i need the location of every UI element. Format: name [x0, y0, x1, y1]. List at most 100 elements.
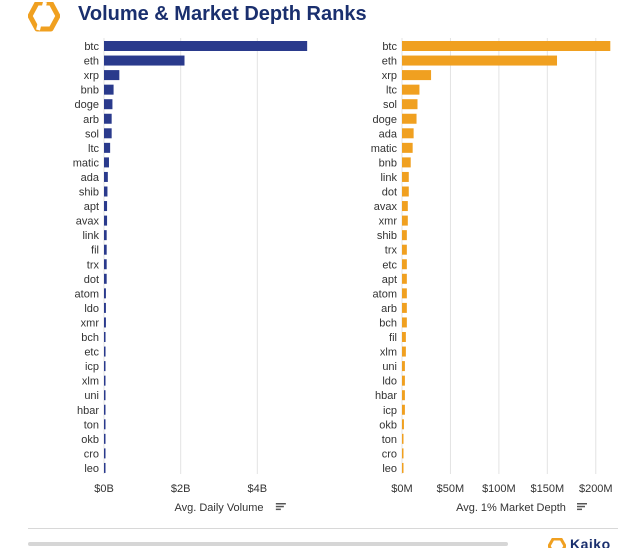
- depth-bar-bch: [402, 317, 407, 328]
- volume-category-label: uni: [84, 390, 99, 402]
- volume-category-label: avax: [76, 216, 100, 228]
- depth-category-label: icp: [383, 405, 397, 417]
- depth-category-label: sol: [383, 99, 397, 111]
- depth-bar-ton: [402, 433, 404, 444]
- volume-category-label: ltc: [88, 143, 100, 155]
- volume-category-label: fil: [91, 245, 99, 257]
- volume-category-label: cro: [84, 448, 99, 460]
- depth-bar-atom: [402, 288, 407, 299]
- volume-category-label: icp: [85, 361, 99, 373]
- depth-category-label: link: [380, 172, 397, 184]
- depth-bar-bnb: [402, 157, 411, 168]
- depth-bar-doge: [402, 113, 417, 124]
- depth-category-label: ton: [382, 434, 397, 446]
- depth-bar-okb: [402, 419, 404, 430]
- depth-category-label: btc: [382, 41, 397, 53]
- volume-bar-okb: [104, 433, 106, 444]
- depth-category-label: eth: [382, 56, 397, 68]
- volume-bar-bnb: [104, 84, 114, 95]
- volume-bar-avax: [104, 215, 108, 226]
- depth-category-label: ldo: [382, 376, 397, 388]
- depth-tick-label: $50M: [437, 483, 465, 495]
- volume-category-label: okb: [81, 434, 99, 446]
- depth-tick-label: $0M: [391, 483, 412, 495]
- sort-icon[interactable]: [577, 503, 587, 511]
- volume-category-label: xmr: [81, 317, 100, 329]
- volume-category-label: dot: [84, 274, 99, 286]
- volume-bar-xrp: [104, 70, 120, 81]
- depth-category-label: ltc: [386, 85, 398, 97]
- volume-bar-doge: [104, 99, 113, 110]
- depth-bar-uni: [402, 361, 405, 372]
- sort-icon[interactable]: [275, 503, 286, 511]
- volume-bar-xlm: [104, 375, 106, 386]
- volume-category-label: shib: [79, 187, 99, 199]
- footer-caption-placeholder: [28, 542, 508, 546]
- volume-bar-sol: [104, 128, 112, 139]
- volume-category-label: arb: [83, 114, 99, 126]
- volume-bar-leo: [104, 462, 106, 473]
- volume-tick-label: $4B: [248, 483, 268, 495]
- volume-bar-link: [104, 230, 107, 241]
- depth-category-label: etc: [382, 259, 397, 271]
- depth-bar-avax: [402, 201, 408, 212]
- volume-bar-matic: [104, 157, 109, 168]
- volume-category-label: xrp: [84, 70, 99, 82]
- depth-category-label: shib: [377, 230, 397, 242]
- volume-category-label: link: [82, 230, 99, 242]
- page-title: Volume & Market Depth Ranks: [78, 3, 367, 25]
- depth-category-label: ada: [379, 128, 398, 140]
- depth-bar-cro: [402, 448, 404, 459]
- volume-category-label: matic: [73, 157, 100, 169]
- footer-divider: [28, 528, 618, 529]
- depth-bar-xrp: [402, 70, 432, 81]
- volume-category-label: etc: [84, 347, 99, 359]
- depth-axis-title: Avg. 1% Market Depth: [456, 502, 566, 514]
- depth-bar-matic: [402, 142, 413, 153]
- volume-bar-trx: [104, 259, 107, 270]
- volume-category-label: ton: [84, 419, 99, 431]
- depth-bar-leo: [402, 462, 404, 473]
- volume-tick-label: $2B: [171, 483, 191, 495]
- depth-category-label: cro: [382, 448, 397, 460]
- volume-bar-bch: [104, 332, 106, 342]
- footer-caption: [28, 541, 508, 548]
- volume-category-label: hbar: [77, 405, 99, 417]
- header: Volume & Market Depth Ranks: [0, 0, 640, 34]
- depth-category-label: bch: [379, 317, 397, 329]
- depth-bar-link: [402, 171, 409, 182]
- volume-bar-ldo: [104, 302, 106, 313]
- volume-bar-dot: [104, 273, 107, 284]
- depth-bar-hbar: [402, 390, 405, 401]
- sort-icon-line: [275, 505, 284, 508]
- volume-bar-atom: [104, 288, 106, 299]
- volume-category-label: leo: [84, 463, 99, 475]
- volume-bar-cro: [104, 448, 106, 459]
- volume-category-label: bnb: [81, 85, 99, 97]
- depth-category-label: trx: [385, 245, 398, 257]
- depth-category-label: avax: [374, 201, 398, 213]
- depth-bar-sol: [402, 99, 418, 110]
- depth-category-label: atom: [373, 288, 397, 300]
- footer-brand: Kaiko: [570, 536, 611, 548]
- depth-bar-ltc: [402, 84, 420, 95]
- depth-tick-label: $100M: [482, 483, 516, 495]
- depth-tick-label: $150M: [531, 483, 565, 495]
- depth-category-label: hbar: [375, 390, 397, 402]
- footer-logo: Kaiko: [548, 534, 638, 548]
- depth-category-label: arb: [381, 303, 397, 315]
- volume-category-label: ldo: [84, 303, 99, 315]
- volume-category-label: apt: [84, 201, 99, 213]
- depth-bar-fil: [402, 332, 406, 342]
- depth-chart: btc eth xrp ltc sol doge ada matic bnb link dot ava…: [371, 38, 613, 514]
- depth-category-label: bnb: [379, 157, 397, 169]
- kaiko-logo-icon: [28, 2, 60, 32]
- volume-bar-arb: [104, 113, 112, 124]
- depth-category-label: xmr: [379, 216, 398, 228]
- depth-bar-icp: [402, 404, 405, 415]
- depth-tick-label: $200M: [579, 483, 613, 495]
- volume-bar-icp: [104, 361, 106, 372]
- depth-category-label: xlm: [380, 347, 397, 359]
- depth-bar-xlm: [402, 346, 406, 357]
- volume-bar-apt: [104, 201, 108, 212]
